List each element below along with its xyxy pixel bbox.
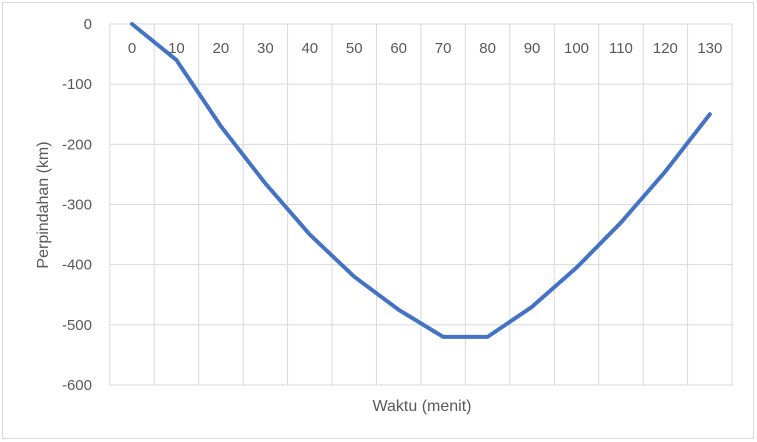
x-axis-title: Waktu (menit) — [373, 398, 472, 415]
y-axis-title: Perpindahan (km) — [35, 141, 52, 268]
x-tick-label: 100 — [564, 40, 589, 57]
y-tick-label: -400 — [62, 257, 92, 274]
x-tick-label: 70 — [435, 40, 452, 57]
x-tick-label: 60 — [390, 40, 407, 57]
x-tick-label: 90 — [524, 40, 541, 57]
y-tick-label: -200 — [62, 136, 92, 153]
x-tick-label: 0 — [128, 40, 136, 57]
x-tick-label: 80 — [479, 40, 496, 57]
x-tick-label: 10 — [168, 40, 185, 57]
x-tick-label: 130 — [697, 40, 722, 57]
x-tick-label: 30 — [257, 40, 274, 57]
x-tick-label: 40 — [301, 40, 318, 57]
series-line — [130, 22, 712, 339]
x-tick-label: 120 — [653, 40, 678, 57]
gridlines — [109, 23, 733, 386]
y-tick-label: 0 — [84, 16, 92, 33]
y-tick-label: -300 — [62, 197, 92, 214]
x-tick-labels: 0 10 20 30 40 50 60 70 80 90 100 110 120 130 — [128, 40, 723, 57]
x-tick-label: 50 — [346, 40, 363, 57]
series-group — [130, 22, 712, 339]
x-tick-label: 110 — [609, 40, 633, 57]
x-tick-label: 20 — [213, 40, 230, 57]
y-tick-label: -600 — [62, 377, 92, 394]
y-tick-label: -100 — [62, 76, 92, 93]
y-tick-labels: 0 -100 -200 -300 -400 -500 -600 — [62, 16, 92, 394]
y-tick-label: -500 — [62, 317, 92, 334]
